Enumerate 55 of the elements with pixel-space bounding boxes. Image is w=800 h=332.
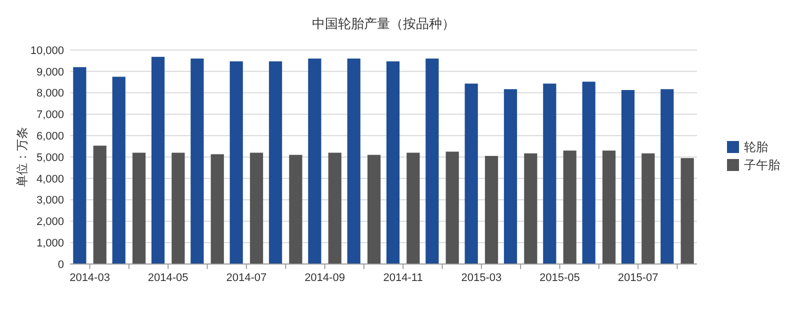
- bar: [112, 76, 126, 264]
- x-tick-label: 2015-05: [540, 272, 580, 284]
- y-tick-label: 10,000: [30, 44, 64, 57]
- bar: [446, 152, 459, 264]
- y-tick-label: 8,000: [36, 88, 64, 100]
- y-tick-label: 2,000: [36, 216, 64, 228]
- bar: [190, 58, 204, 264]
- bar: [93, 146, 106, 264]
- y-tick-label: 9,000: [36, 66, 64, 78]
- legend-label: 子午胎: [744, 158, 780, 172]
- bar: [582, 82, 596, 264]
- bar: [289, 154, 302, 264]
- bar: [132, 152, 146, 264]
- x-tick-label: 2014-07: [226, 272, 267, 284]
- bar: [524, 153, 538, 264]
- bar: [543, 84, 556, 264]
- bar: [172, 152, 185, 264]
- y-axis-title: 单位：万条: [15, 127, 30, 187]
- x-tick-label: 2014-03: [70, 272, 110, 284]
- bar: [210, 154, 224, 264]
- bar: [464, 84, 478, 264]
- x-tick-label: 2015-07: [618, 272, 658, 284]
- y-tick-label: 3,000: [36, 194, 64, 207]
- bar: [406, 152, 420, 264]
- bar: [680, 158, 694, 264]
- y-tick-label: 7,000: [36, 109, 64, 122]
- bar: [386, 61, 400, 264]
- chart-title: 中国轮胎产量（按品种）: [312, 16, 455, 31]
- x-tick-label: 2015-03: [461, 272, 502, 284]
- y-tick-label: 1,000: [36, 237, 64, 250]
- x-tick-label: 2014-11: [383, 272, 423, 284]
- bar: [347, 58, 360, 264]
- bar: [367, 154, 381, 264]
- bar: [73, 67, 86, 264]
- bar: [602, 150, 616, 264]
- bar: [621, 90, 635, 264]
- bar: [642, 153, 655, 264]
- x-tick-label: 2014-05: [148, 272, 188, 284]
- bar: [563, 150, 576, 264]
- y-tick-label: 4,000: [36, 173, 64, 186]
- bar: [230, 61, 243, 264]
- bar: [250, 152, 264, 264]
- bar: [504, 89, 518, 264]
- bar: [484, 156, 498, 264]
- y-tick-label: 6,000: [36, 130, 64, 142]
- y-tick-label: 5,000: [36, 152, 64, 164]
- legend-label: 轮胎: [744, 140, 768, 154]
- bar: [308, 58, 322, 264]
- bar: [426, 58, 439, 264]
- bar: [328, 152, 342, 264]
- bar: [268, 61, 282, 264]
- bar: [151, 56, 165, 264]
- y-tick-label: 0: [58, 258, 64, 271]
- x-tick-label: 2014-09: [304, 272, 345, 284]
- bar: [660, 89, 674, 264]
